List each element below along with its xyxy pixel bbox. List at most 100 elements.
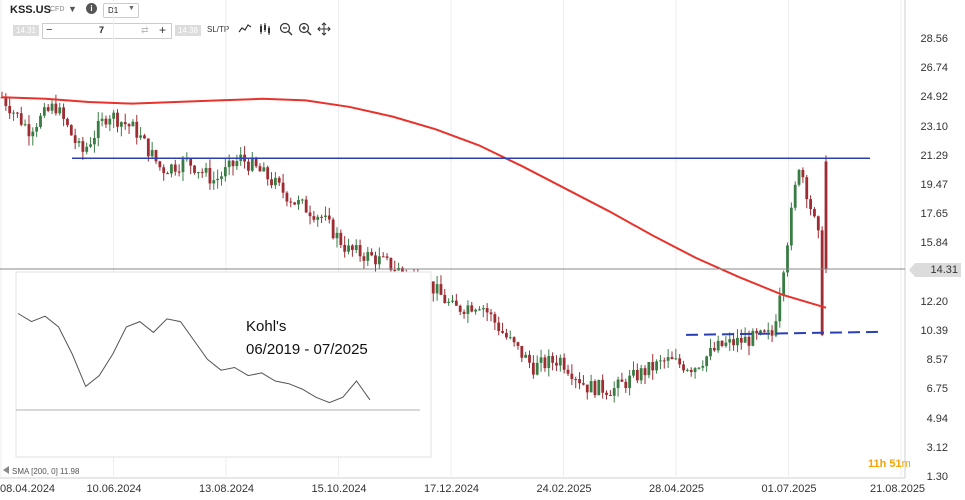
sma-indicator-label[interactable]: SMA [200, 0] 11.98 xyxy=(12,467,80,476)
inset-title: Kohl's xyxy=(246,318,287,335)
volume-stepper[interactable]: − 7 ⇄ + xyxy=(42,23,172,39)
candle-body xyxy=(254,158,258,167)
candle-body xyxy=(262,167,266,172)
candle-body xyxy=(293,202,297,205)
candle-body xyxy=(193,165,196,173)
candlestick-series xyxy=(0,91,828,403)
candle-body xyxy=(273,177,277,186)
candle-body xyxy=(96,120,100,138)
candle-body xyxy=(439,284,443,295)
candle-body xyxy=(535,362,539,375)
inset-chart xyxy=(15,271,432,458)
candle-body xyxy=(693,368,697,373)
candle-body xyxy=(85,146,89,152)
candle-body xyxy=(759,330,762,334)
candle-body xyxy=(139,135,143,138)
x-tick-label: 13.08.2024 xyxy=(199,483,255,495)
candle-body xyxy=(666,357,670,361)
increase-volume-button[interactable]: + xyxy=(159,23,167,37)
candle-body xyxy=(659,360,662,362)
candle-body xyxy=(158,161,162,168)
candle-body xyxy=(170,164,173,174)
last-price-tag: 14.31 xyxy=(909,263,961,277)
candle-body xyxy=(297,199,300,205)
candle-body xyxy=(585,384,589,393)
candle-body xyxy=(566,369,570,374)
buy-price-box[interactable]: 14.38 xyxy=(175,25,201,36)
candle-body xyxy=(270,179,273,186)
candle-body xyxy=(739,337,743,343)
candle-body xyxy=(327,215,331,220)
candle-body xyxy=(250,158,254,171)
candle-body xyxy=(66,118,69,126)
decrease-volume-button[interactable]: − xyxy=(46,24,53,36)
candle-body xyxy=(674,358,678,360)
candle-body xyxy=(208,168,212,184)
candle-body xyxy=(123,122,127,125)
sell-price-box[interactable]: 14.31 xyxy=(13,25,39,36)
candle-body xyxy=(89,144,92,147)
zoom-out-icon[interactable] xyxy=(279,22,293,36)
candle-body xyxy=(562,357,566,370)
candle-body xyxy=(81,141,85,152)
sltp-button[interactable]: SL/TP xyxy=(207,25,230,34)
zoom-in-icon[interactable] xyxy=(298,22,312,36)
cfd-badge: CFD xyxy=(50,6,65,13)
candle-body xyxy=(304,199,308,213)
candle-body xyxy=(801,169,805,178)
candle-body xyxy=(635,369,639,381)
candle-body xyxy=(743,336,747,343)
line-chart-icon[interactable] xyxy=(238,22,252,36)
x-tick-label: 10.06.2024 xyxy=(86,483,142,495)
candle-body xyxy=(42,107,46,116)
y-tick-label: 6.75 xyxy=(926,383,948,396)
candle-body xyxy=(505,332,508,338)
x-tick-label: 15.10.2024 xyxy=(311,483,367,495)
timer-hours: 11h xyxy=(868,458,887,470)
candle-body xyxy=(462,311,466,314)
candle-body xyxy=(8,105,12,114)
candle-body xyxy=(620,379,624,382)
crosshair-move-icon[interactable] xyxy=(317,22,331,36)
candle-body xyxy=(362,256,366,261)
candle-body xyxy=(501,331,504,333)
y-tick-label: 10.39 xyxy=(920,324,948,337)
candle-body xyxy=(104,118,108,125)
candle-body xyxy=(154,150,158,162)
candle-body xyxy=(493,314,497,323)
candle-body xyxy=(31,131,35,137)
candle-body xyxy=(678,358,682,365)
candle-body xyxy=(370,252,374,256)
candle-body xyxy=(354,245,358,250)
candle-body xyxy=(820,230,824,335)
y-tick-label: 28.56 xyxy=(920,33,948,45)
symbol-dropdown-icon[interactable]: ▼ xyxy=(68,4,77,14)
candle-body xyxy=(281,182,285,193)
candle-body xyxy=(662,360,666,362)
candle-body xyxy=(77,141,81,143)
candle-body xyxy=(597,379,601,396)
candle-body xyxy=(643,368,647,376)
y-tick-label: 19.47 xyxy=(920,179,948,192)
candle-body xyxy=(189,158,193,166)
collapse-indicator-icon xyxy=(3,466,9,474)
candle-body xyxy=(709,348,712,357)
candle-body xyxy=(539,357,543,363)
candle-body xyxy=(358,245,362,257)
candle-body xyxy=(813,209,816,217)
volume-value[interactable]: 7 xyxy=(99,25,105,35)
inset-price-line xyxy=(17,313,371,404)
candle-body xyxy=(728,339,732,343)
info-icon[interactable]: i xyxy=(86,3,97,14)
candle-body xyxy=(212,180,216,184)
symbol-label[interactable]: KSS.US xyxy=(10,4,51,16)
candle-body xyxy=(277,177,281,183)
candle-body xyxy=(19,113,23,125)
candle-body xyxy=(146,138,150,157)
candlestick-icon[interactable] xyxy=(258,22,272,36)
candle-body xyxy=(547,356,551,369)
candle-body xyxy=(755,330,759,334)
reset-icon[interactable]: ⇄ xyxy=(141,25,149,35)
candle-body xyxy=(655,361,658,371)
